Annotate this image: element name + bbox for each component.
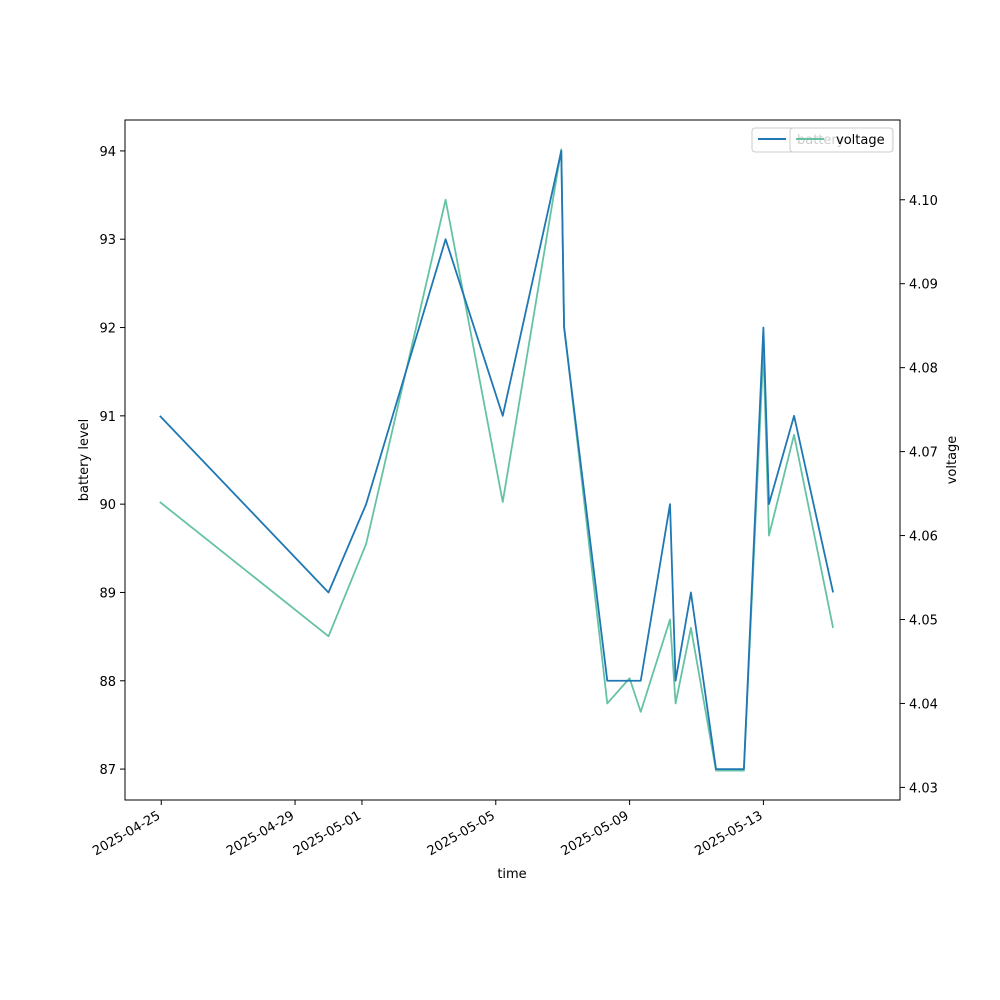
y-right-tick-label: 4.04 bbox=[909, 697, 938, 712]
x-axis-title: time bbox=[497, 867, 526, 882]
y-right-tick-label: 4.06 bbox=[909, 530, 938, 545]
plot-frame bbox=[124, 119, 901, 801]
y-right-tick-label: 4.05 bbox=[909, 614, 938, 629]
x-tick-label: 2025-05-09 bbox=[559, 808, 632, 859]
x-tick-label: 2025-05-13 bbox=[692, 808, 765, 859]
y-right-tick-label: 4.10 bbox=[909, 194, 938, 209]
y-left-tick-label: 91 bbox=[99, 410, 116, 425]
y-left-tick-label: 94 bbox=[99, 145, 116, 160]
y-left-tick-label: 87 bbox=[99, 763, 116, 778]
y-right-tick-label: 4.03 bbox=[909, 781, 938, 796]
y-axis-right: 4.03 4.04 4.05 4.06 4.07 4.08 4.09 4.10 bbox=[900, 194, 938, 796]
legend-voltage-label: voltage bbox=[836, 133, 885, 148]
y-left-tick-label: 90 bbox=[99, 498, 116, 513]
y-axis-left: 87 88 89 90 91 92 93 94 bbox=[99, 145, 125, 778]
y-left-tick-label: 88 bbox=[99, 675, 116, 690]
legend-voltage: voltage bbox=[789, 127, 894, 153]
x-tick-label: 2025-05-01 bbox=[291, 808, 364, 859]
plot-area bbox=[125, 120, 900, 800]
y-left-tick-label: 92 bbox=[99, 322, 116, 337]
y-right-tick-label: 4.08 bbox=[909, 362, 938, 377]
x-tick-label: 2025-04-29 bbox=[224, 808, 297, 859]
y-axis-left-title: battery level bbox=[77, 419, 92, 502]
y-axis-right-title: voltage bbox=[945, 436, 960, 485]
y-right-tick-label: 4.07 bbox=[909, 446, 938, 461]
x-tick-label: 2025-05-05 bbox=[425, 808, 498, 859]
x-tick-label: 2025-04-25 bbox=[90, 808, 163, 859]
y-left-tick-label: 93 bbox=[99, 233, 116, 248]
series-line-battery bbox=[159, 150, 834, 770]
y-right-tick-label: 4.09 bbox=[909, 278, 938, 293]
y-left-tick-label: 89 bbox=[99, 586, 116, 601]
series-lines bbox=[159, 148, 834, 772]
